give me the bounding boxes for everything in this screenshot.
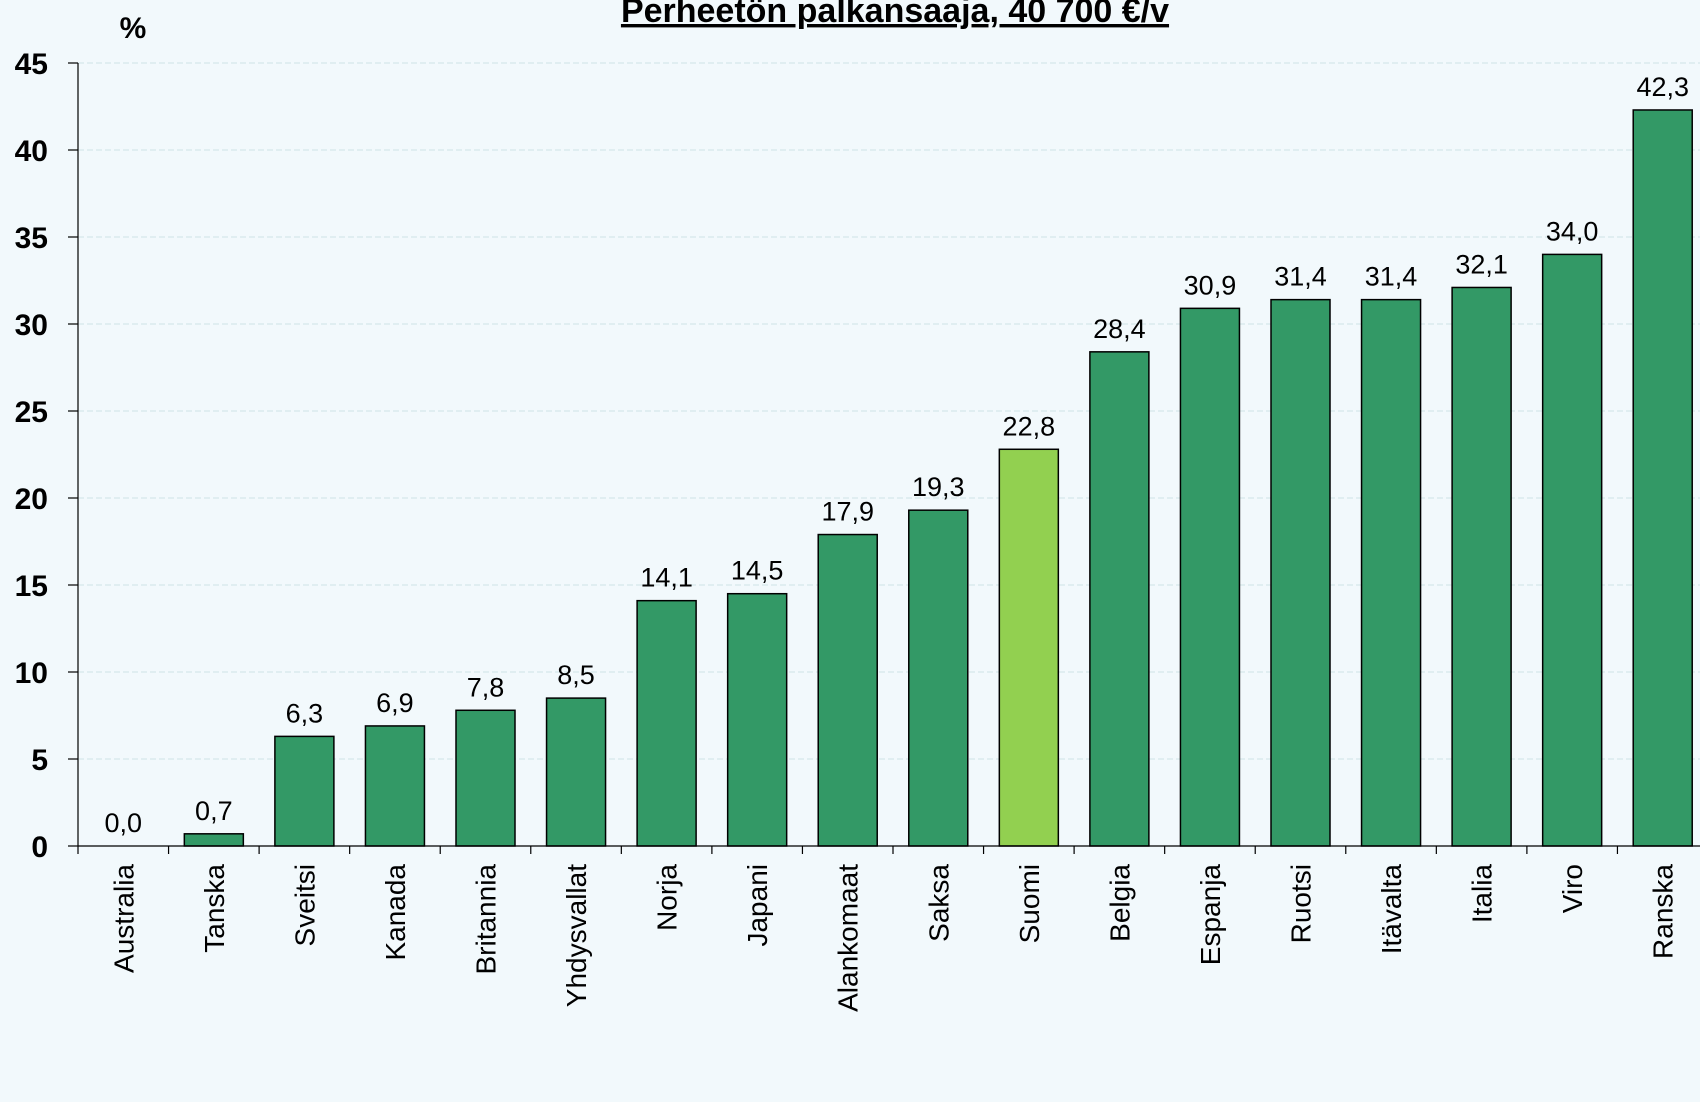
bar-ruotsi — [1270, 298, 1331, 847]
category-label-itävalta: Itävalta — [1376, 864, 1407, 955]
bar-sveitsi — [274, 735, 335, 847]
category-label-japani: Japani — [742, 864, 773, 947]
value-labels: 0,0 0,7 6,3 6,9 7,8 8,5 14,1 14,5 17,9 19,3 22,8 28… — [105, 72, 1689, 838]
category-label-ruotsi: Ruotsi — [1286, 864, 1317, 943]
bar-espanja — [1179, 307, 1241, 847]
bar-ranska — [1632, 109, 1693, 847]
bar-norja — [636, 599, 697, 847]
value-label-australia: 0,0 — [105, 808, 143, 838]
category-label-saksa: Saksa — [923, 864, 954, 942]
category-label-yhdysvallat: Yhdysvallat — [561, 864, 592, 1007]
y-tick-label-30: 30 — [15, 309, 48, 342]
category-labels: Australia Tanska Sveitsi Kanada Britannia Yhd… — [108, 864, 1678, 1012]
bar-tanska — [183, 833, 245, 847]
category-label-belgia: Belgia — [1104, 864, 1135, 942]
category-label-kanada: Kanada — [380, 864, 411, 961]
bar-yhdysvallat — [545, 697, 607, 847]
value-label-alankomaat: 17,9 — [821, 497, 874, 527]
y-tick-label-35: 35 — [15, 222, 48, 255]
y-axis-unit-label: % — [120, 12, 147, 45]
value-label-japani: 14,5 — [731, 556, 784, 586]
category-label-australia: Australia — [108, 864, 139, 973]
gridlines — [78, 62, 1700, 760]
value-label-suomi: 22,8 — [1003, 411, 1056, 441]
chart-title: Perheetön palkansaaja, 40 700 €/v — [621, 0, 1169, 30]
y-tick-label-0: 0 — [31, 831, 48, 864]
value-label-yhdysvallat: 8,5 — [557, 660, 595, 690]
value-label-norja: 14,1 — [640, 563, 693, 593]
category-label-alankomaat: Alankomaat — [833, 864, 864, 1012]
value-label-belgia: 28,4 — [1093, 314, 1146, 344]
category-label-ranska: Ranska — [1648, 864, 1679, 959]
value-label-ruotsi: 31,4 — [1274, 262, 1327, 292]
y-tick-label-40: 40 — [15, 135, 48, 168]
y-tick-label-25: 25 — [15, 396, 48, 429]
y-tick-labels: 0 5 10 15 20 25 30 35 40 45 — [15, 48, 48, 864]
category-label-italia: Italia — [1467, 864, 1498, 924]
y-tick-label-10: 10 — [15, 657, 48, 690]
category-label-sveitsi: Sveitsi — [289, 864, 320, 946]
value-label-viro: 34,0 — [1546, 216, 1599, 246]
bar-viro — [1541, 253, 1603, 847]
bar-alankomaat — [817, 533, 878, 847]
bar-saksa — [908, 509, 969, 847]
bar-kanada — [364, 725, 426, 847]
y-tick-label-15: 15 — [15, 570, 48, 603]
category-label-suomi: Suomi — [1014, 864, 1045, 943]
category-label-viro: Viro — [1557, 864, 1588, 913]
value-label-kanada: 6,9 — [376, 688, 414, 718]
category-label-tanska: Tanska — [199, 864, 230, 953]
y-tick-label-20: 20 — [15, 483, 48, 516]
value-label-sveitsi: 6,3 — [286, 698, 324, 728]
axes — [68, 62, 1700, 854]
value-label-tanska: 0,7 — [195, 796, 233, 826]
value-label-italia: 32,1 — [1455, 249, 1508, 279]
category-label-espanja: Espanja — [1195, 864, 1226, 966]
bar-itävalta — [1360, 298, 1422, 847]
y-tick-label-45: 45 — [15, 48, 48, 81]
value-label-ranska: 42,3 — [1636, 72, 1689, 102]
y-tick-label-5: 5 — [31, 744, 48, 777]
bars — [183, 109, 1693, 847]
value-label-britannia: 7,8 — [467, 672, 505, 702]
value-label-espanja: 30,9 — [1184, 270, 1237, 300]
category-label-norja: Norja — [652, 864, 683, 931]
category-label-britannia: Britannia — [471, 864, 502, 975]
bar-britannia — [455, 709, 516, 847]
value-label-itävalta: 31,4 — [1365, 262, 1418, 292]
bar-belgia — [1089, 351, 1150, 847]
value-label-saksa: 19,3 — [912, 472, 965, 502]
bar-suomi — [998, 448, 1060, 847]
bar-japani — [726, 592, 788, 847]
bar-italia — [1451, 286, 1512, 847]
